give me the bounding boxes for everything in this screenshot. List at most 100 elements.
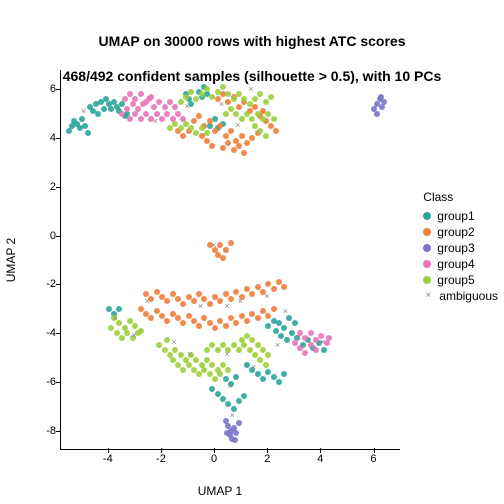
umap-chart: UMAP on 30000 rows with highest ATC scor…	[0, 0, 504, 504]
data-point	[228, 128, 234, 134]
legend-item-group5: group5	[423, 272, 498, 288]
data-point	[66, 128, 72, 134]
data-point	[263, 362, 269, 368]
data-point	[167, 99, 173, 105]
data-point	[132, 323, 138, 329]
data-point	[252, 123, 258, 129]
data-point	[265, 111, 271, 117]
plot-inner: ××××××××××××××××××××××××	[61, 70, 400, 449]
data-point	[302, 350, 308, 356]
data-point	[212, 128, 218, 134]
data-point	[215, 347, 221, 353]
title-line-1: UMAP on 30000 rows with highest ATC scor…	[98, 33, 405, 49]
legend-items: group1group2group3group4group5×ambiguous	[423, 208, 498, 304]
data-point-ambiguous: ×	[235, 121, 243, 129]
data-point	[127, 116, 133, 122]
data-point	[276, 379, 282, 385]
data-point	[180, 367, 186, 373]
data-point	[124, 106, 130, 112]
data-point-ambiguous: ×	[113, 314, 121, 322]
data-point	[255, 111, 261, 117]
y-tick: 6	[36, 83, 56, 95]
data-point	[236, 104, 242, 110]
data-point	[116, 306, 122, 312]
data-point	[212, 376, 218, 382]
legend-swatch	[423, 244, 431, 252]
y-tick: -8	[36, 425, 56, 437]
data-point	[207, 301, 213, 307]
data-point	[178, 125, 184, 131]
data-point	[180, 301, 186, 307]
data-point	[265, 313, 271, 319]
legend-swatch	[423, 212, 431, 220]
data-point	[249, 291, 255, 297]
data-point	[215, 391, 221, 397]
legend-swatch-x: ×	[423, 291, 433, 301]
data-point-ambiguous: ×	[219, 100, 227, 108]
data-point	[225, 401, 231, 407]
data-point	[124, 330, 130, 336]
data-point	[281, 325, 287, 331]
data-point	[207, 118, 213, 124]
data-point	[244, 362, 250, 368]
legend-item-group4: group4	[423, 256, 498, 272]
data-point	[233, 289, 239, 295]
data-point	[183, 94, 189, 100]
data-point	[151, 104, 157, 110]
data-point	[252, 96, 258, 102]
data-point	[236, 398, 242, 404]
data-point	[321, 347, 327, 353]
data-point	[148, 315, 154, 321]
data-point-ambiguous: ×	[145, 297, 153, 305]
data-point	[265, 281, 271, 287]
data-point-ambiguous: ×	[198, 302, 206, 310]
data-point	[154, 289, 160, 295]
data-point	[260, 116, 266, 122]
data-point	[148, 94, 154, 100]
data-point	[224, 430, 230, 436]
data-point	[178, 352, 184, 358]
data-point	[247, 101, 253, 107]
data-point	[292, 320, 298, 326]
data-point	[138, 306, 144, 312]
data-point-ambiguous: ×	[227, 382, 235, 390]
data-point	[164, 318, 170, 324]
data-point	[284, 337, 290, 343]
data-point	[378, 94, 384, 100]
data-point	[281, 284, 287, 290]
data-point	[233, 320, 239, 326]
data-point	[220, 84, 226, 90]
data-point-ambiguous: ×	[187, 350, 195, 358]
data-point	[239, 133, 245, 139]
data-point	[217, 318, 223, 324]
legend-label: group2	[437, 225, 474, 239]
data-point	[249, 135, 255, 141]
data-point	[191, 298, 197, 304]
data-point	[132, 96, 138, 102]
data-point-ambiguous: ×	[230, 411, 238, 419]
y-axis-label: UMAP 2	[4, 70, 18, 450]
data-point-ambiguous: ×	[264, 292, 272, 300]
data-point	[209, 362, 215, 368]
data-point	[271, 306, 277, 312]
data-point	[308, 330, 314, 336]
y-tick: 2	[36, 181, 56, 193]
x-tick: 6	[370, 453, 376, 465]
data-point	[191, 118, 197, 124]
data-point-ambiguous: ×	[275, 341, 283, 349]
data-point	[223, 111, 229, 117]
data-point	[186, 362, 192, 368]
data-point	[223, 418, 229, 424]
data-point	[249, 116, 255, 122]
data-point	[196, 323, 202, 329]
legend-swatch	[423, 228, 431, 236]
plot-area: ××××××××××××××××××××××××	[60, 70, 400, 450]
data-point	[255, 315, 261, 321]
data-point-ambiguous: ×	[153, 117, 161, 125]
data-point	[217, 298, 223, 304]
data-point	[223, 247, 229, 253]
data-point	[244, 140, 250, 146]
data-point	[95, 111, 101, 117]
data-point	[85, 130, 91, 136]
data-point	[265, 323, 271, 329]
